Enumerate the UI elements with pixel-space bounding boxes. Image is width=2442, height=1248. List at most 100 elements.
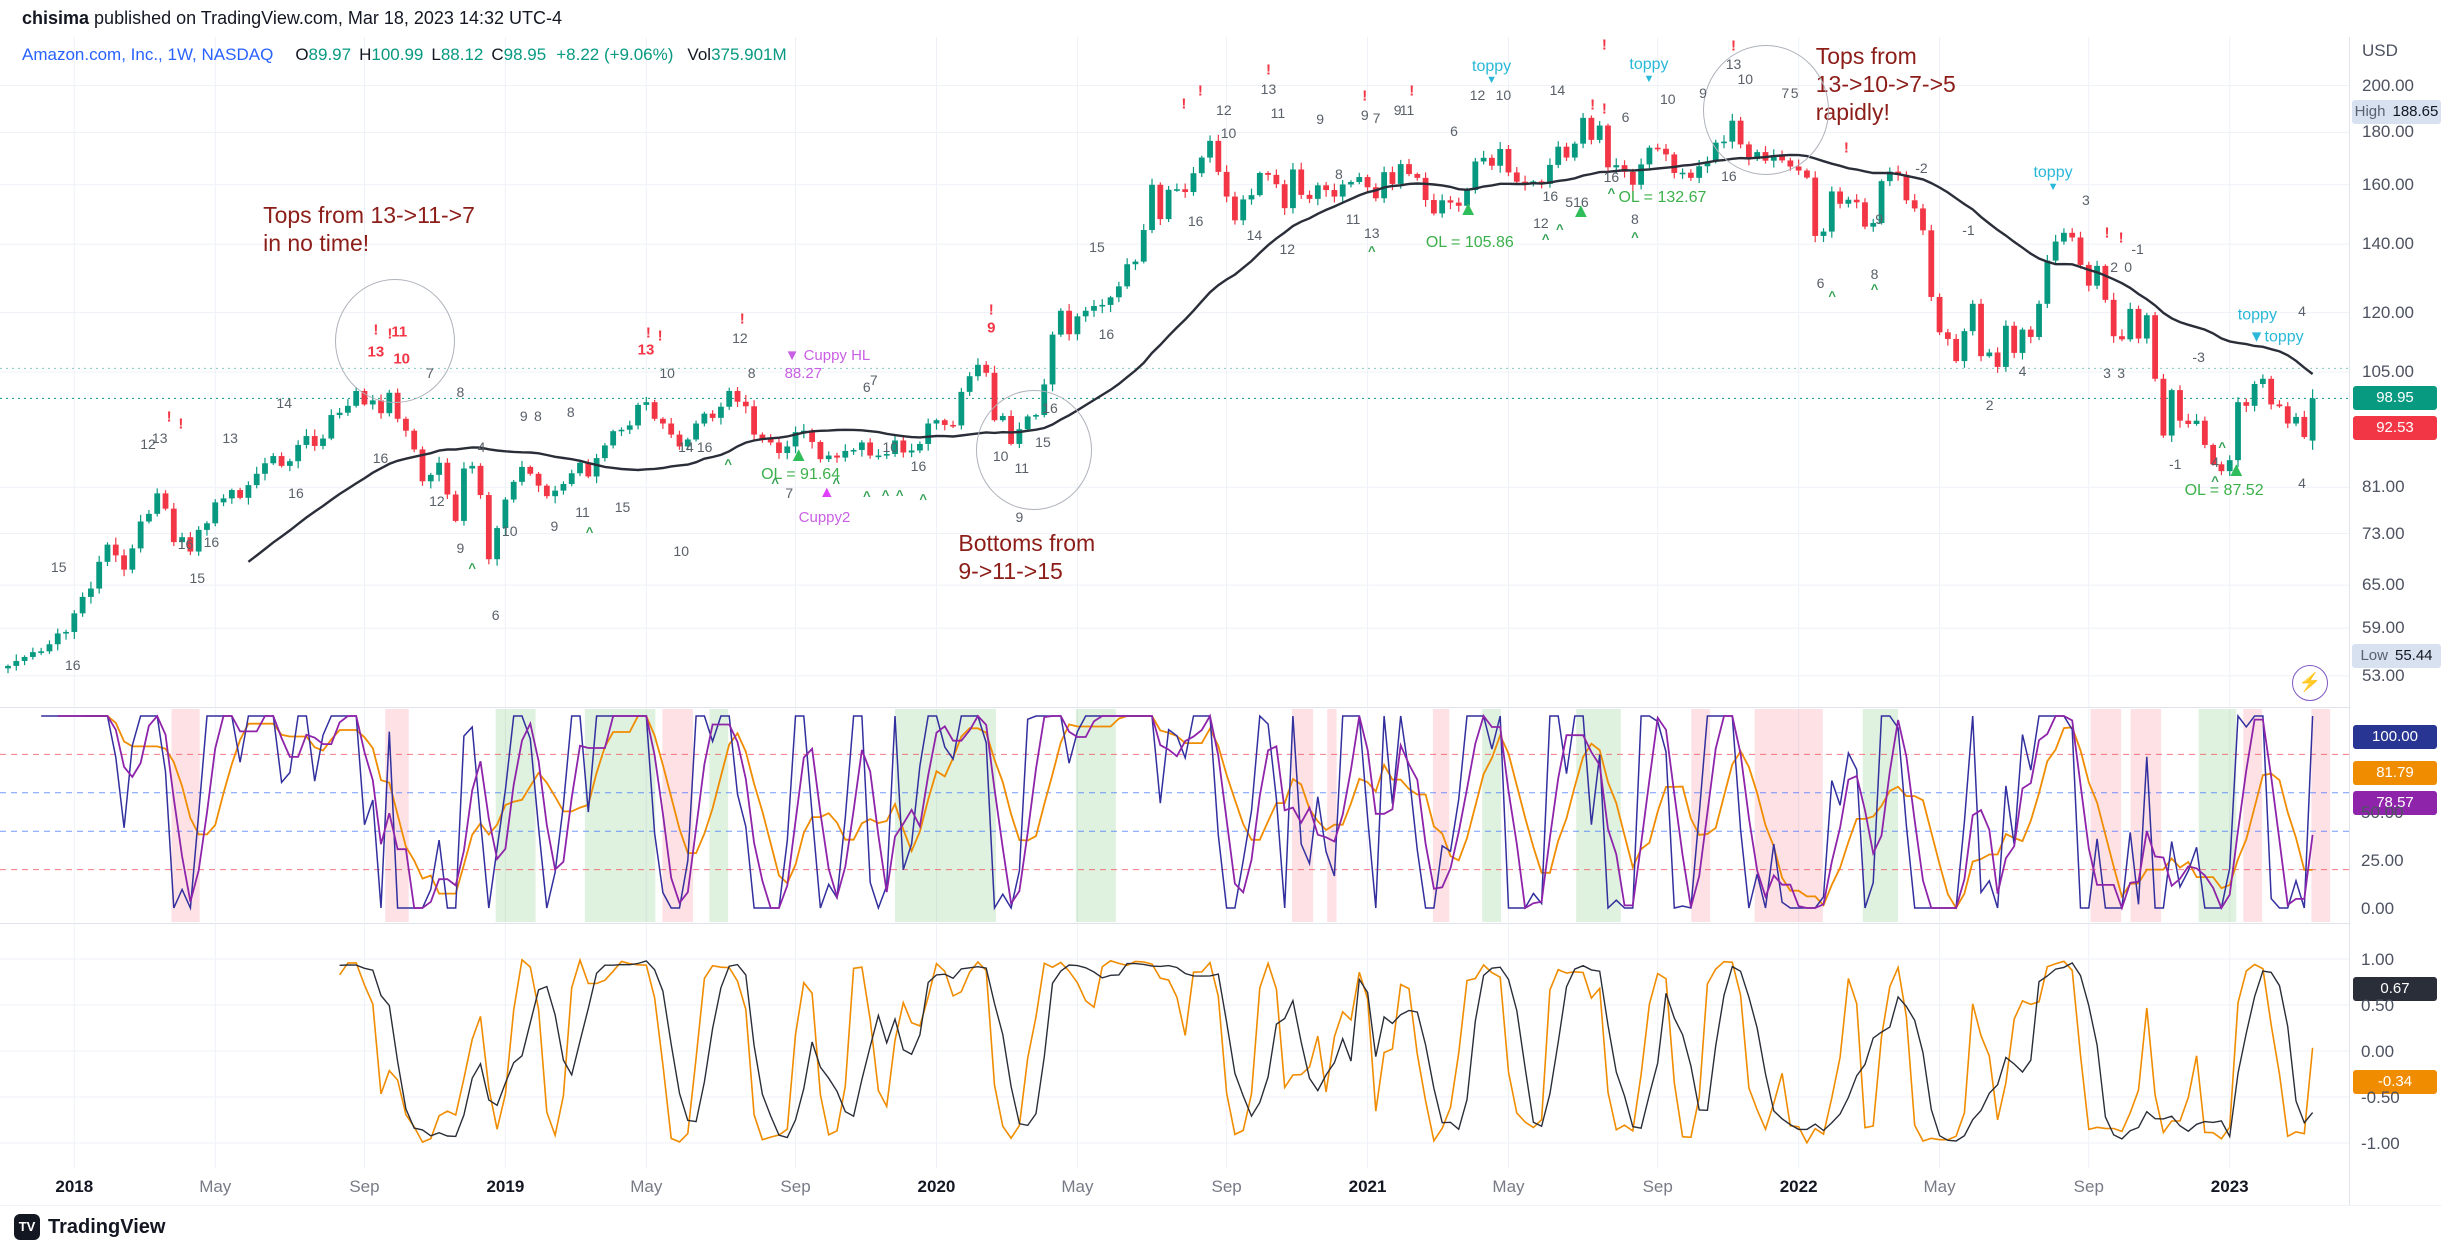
cuppy-triangle-up-icon: ▲ — [818, 483, 835, 501]
sequence-count: 6 — [1621, 108, 1630, 125]
exhaustion-mark: ! — [2118, 229, 2124, 247]
ma-value-badge: 92.53 — [2353, 416, 2437, 441]
buy-caret-mark: ^ — [1828, 288, 1837, 304]
sequence-count: 10 — [501, 522, 518, 539]
sequence-count: 12 — [140, 435, 156, 452]
sequence-count: 9 — [1360, 106, 1369, 123]
buy-caret-mark: ^ — [724, 456, 732, 472]
stoch-k-line — [41, 713, 2314, 911]
currency-unit-label: USD — [2362, 41, 2398, 60]
sequence-count: 14 — [276, 395, 293, 412]
exhaustion-mark: ! — [988, 301, 994, 319]
sequence-count: 13 — [1364, 225, 1380, 242]
panel-separator[interactable] — [0, 707, 2442, 708]
time-axis-label: May — [1492, 1177, 1525, 1196]
tradingview-logo[interactable]: TV TradingView — [14, 1214, 165, 1240]
price-tick-label: 53.00 — [2362, 665, 2405, 685]
stoch-badge-2: 81.79 — [2353, 761, 2437, 785]
last-price-badge: 98.95 — [2353, 386, 2437, 411]
exhaustion-mark: ! — [645, 324, 651, 342]
tradingview-wordmark: TradingView — [48, 1215, 166, 1238]
buy-caret-mark: ^ — [1555, 221, 1564, 237]
sequence-count: 11 — [391, 323, 408, 341]
symbol-legend[interactable]: Amazon.com, Inc., 1W, NASDAQ O89.97 H100.9… — [22, 45, 787, 65]
sequence-count: 10 — [1220, 125, 1237, 142]
ma-line — [247, 153, 2314, 563]
drawing-circle[interactable] — [975, 389, 1092, 510]
sequence-count: 9 — [519, 407, 528, 424]
price-tick-label: 81.00 — [2362, 477, 2405, 497]
correlation-badge-2: -0.34 — [2353, 1070, 2437, 1094]
sequence-count: 14 — [1549, 81, 1566, 98]
time-axis-label: 2019 — [486, 1177, 525, 1196]
sequence-count: 4 — [2298, 303, 2306, 320]
time-axis[interactable]: 2018 May Sep 2019 May Sep 2020 May Sep 2021 May Sep… — [0, 1168, 2442, 1205]
sequence-count: 16 — [177, 535, 194, 552]
stochastic-panel-canvas[interactable] — [0, 709, 2349, 922]
sequence-count: 16 — [696, 439, 713, 456]
sequence-count: 7 — [1372, 110, 1381, 127]
exhaustion-mark: ! — [1181, 95, 1187, 113]
price-tick-label: 200.00 — [2362, 75, 2414, 95]
author-name: chisima — [22, 8, 90, 28]
sequence-count: 10 — [673, 542, 689, 559]
time-axis-label: 2020 — [917, 1177, 956, 1196]
sequence-count: 4 — [477, 439, 486, 456]
sequence-count: 5 — [1790, 85, 1799, 102]
ol-triangle-up-icon: ▲ — [1570, 200, 1591, 223]
buy-caret-mark: ^ — [1541, 231, 1550, 247]
low-price-badge: Low 55.44 — [2352, 643, 2441, 668]
stoch-badge-1: 100.00 — [2353, 725, 2437, 749]
sequence-count: 13 — [151, 429, 168, 446]
sequence-count: 12 — [1216, 102, 1232, 119]
close-value: 98.95 — [503, 45, 547, 64]
drawing-text-note[interactable]: Tops from 13->11->7 in no time! — [263, 202, 475, 257]
chart-area[interactable]: Amazon.com, Inc., 1W, NASDAQ O89.97 H100.9… — [0, 37, 2442, 1205]
exhaustion-mark: ! — [739, 310, 745, 328]
open-label: O — [295, 45, 309, 64]
price-tick-label: 120.00 — [2362, 302, 2414, 322]
drawing-text-note[interactable]: Tops from 13->10->7->5 rapidly! — [1815, 43, 1956, 126]
exhaustion-mark: ! — [1731, 37, 1737, 55]
toppy-label: toppy ▼ — [2033, 164, 2073, 193]
sequence-count: 6 — [1816, 274, 1825, 291]
correlation-panel-canvas[interactable] — [0, 924, 2349, 1168]
sequence-count: -1 — [1962, 221, 1975, 238]
drawing-circle[interactable] — [334, 278, 455, 403]
correlation-tick-label: -1.00 — [2361, 1134, 2400, 1153]
sequence-count: 16 — [1721, 167, 1737, 184]
sequence-count: 9 — [1316, 111, 1325, 128]
sequence-count: 16 — [288, 485, 304, 502]
price-tick-label: 180.00 — [2362, 122, 2414, 142]
change-value: +8.22 (+9.06%) — [556, 45, 674, 64]
buy-caret-mark: ^ — [1607, 185, 1616, 201]
sequence-count: 8 — [534, 407, 542, 424]
stoch-bands — [171, 709, 2331, 922]
price-axis[interactable]: USD High 188.65 Low 55.44 98.95 92.53 100.… — [2349, 37, 2442, 1205]
sequence-count: 9 — [987, 319, 996, 337]
buy-caret-mark: ^ — [2218, 439, 2226, 455]
sequence-count: 8 — [1630, 211, 1639, 228]
sequence-count: 12 — [1279, 240, 1296, 257]
sequence-count: 16 — [1042, 399, 1058, 416]
sequence-count: 12 — [732, 329, 748, 346]
ol-level-label: OL = 87.52 — [2184, 481, 2264, 499]
sequence-count: 7 — [425, 365, 434, 382]
lightning-button[interactable]: ⚡ — [2292, 665, 2328, 701]
drawing-text-note[interactable]: Bottoms from 9->11->15 — [958, 530, 1096, 585]
sequence-count: 6 — [491, 607, 500, 624]
drawing-circle[interactable] — [1703, 45, 1830, 176]
sequence-count: 3 — [2082, 192, 2090, 209]
symbol-title: Amazon.com, Inc., 1W, NASDAQ — [22, 45, 274, 64]
sequence-count: 12 — [429, 493, 445, 510]
sequence-count: 10 — [659, 365, 675, 382]
sequence-count: 16 — [203, 533, 220, 550]
sequence-count: 12 — [1469, 86, 1486, 103]
price-annotations-layer: Tops from 13->11->7 in no time! Bottoms fr… — [0, 37, 2349, 707]
sequence-count: 4 — [2018, 362, 2027, 379]
panel-separator[interactable] — [0, 923, 2442, 924]
sequence-count: 2 — [2110, 259, 2118, 276]
cuppy-label: ▼ Cuppy HL 88.27 — [784, 347, 871, 383]
exhaustion-mark: ! — [1197, 82, 1203, 100]
buy-caret-mark: ^ — [881, 487, 890, 503]
